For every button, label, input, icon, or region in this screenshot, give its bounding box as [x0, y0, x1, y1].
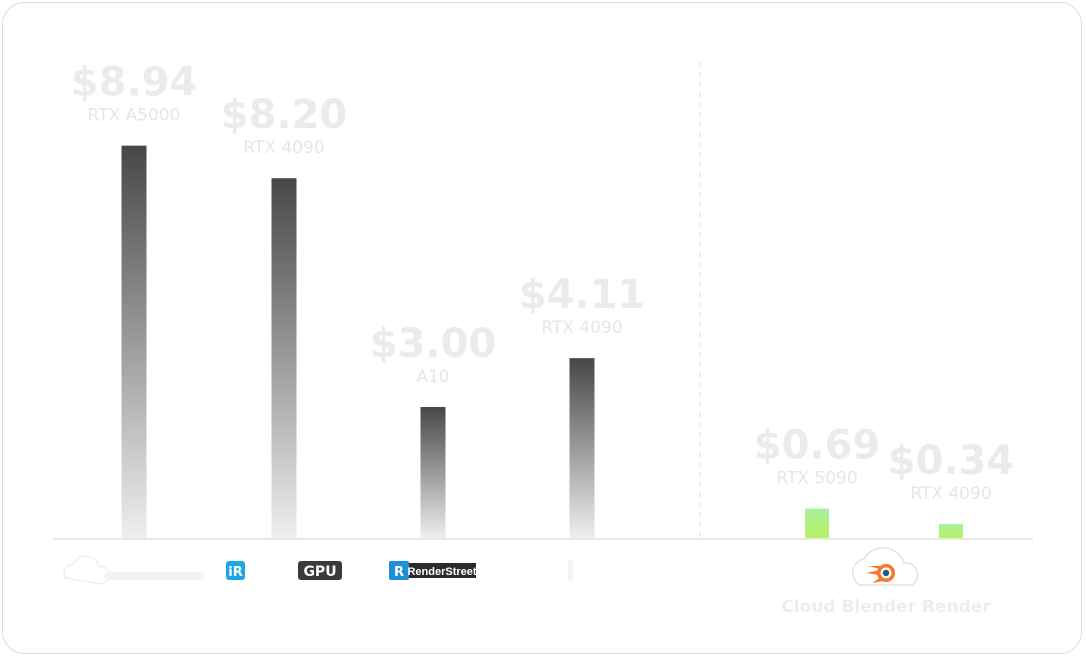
bar-4 — [569, 358, 595, 539]
bar-6 — [939, 524, 963, 539]
bar-4-gpu-label: RTX 4090 — [541, 318, 622, 338]
cloud-outline-icon — [63, 555, 110, 585]
bar-5-gpu-label: RTX 5090 — [776, 469, 857, 489]
bar-3 — [420, 407, 446, 539]
bar-1 — [121, 145, 147, 539]
bar-3-gpu-label: A10 — [416, 367, 449, 387]
faint-logo-mark — [568, 559, 573, 581]
bar-2-gpu-label: RTX 4090 — [243, 138, 324, 158]
bar-6-price-label: $0.34 — [888, 438, 1015, 484]
ir-logo-mark: iR — [228, 565, 242, 580]
logo-provider-2: iR — [226, 561, 245, 580]
cloud-blender-render-logo: Cloud Blender Render — [781, 547, 991, 617]
bar-3-price-label: $3.00 — [370, 321, 497, 367]
gpu-logo-text: GPU — [303, 564, 336, 580]
renderstreet-logo-mark: R — [394, 565, 404, 580]
cloud-blender-render-name: Cloud Blender Render — [781, 597, 991, 617]
ir-logo-icon — [226, 561, 245, 580]
logo-provider-4: R RenderStreet — [389, 561, 477, 580]
logo-provider-5 — [568, 559, 573, 581]
bar-2-price-label: $8.20 — [221, 92, 348, 138]
logo-provider-1 — [63, 555, 204, 585]
bar-6-gpu-label: RTX 4090 — [910, 484, 991, 504]
bar-5-price-label: $0.69 — [754, 423, 881, 469]
logo-provider-3: GPU — [298, 561, 342, 580]
gpu-logo-icon — [298, 561, 342, 580]
bar-2 — [271, 178, 297, 539]
renderstreet-logo-icon — [389, 561, 409, 580]
blender-icon — [866, 564, 895, 583]
bar-4-price-label: $4.11 — [519, 272, 646, 318]
renderstreet-logo-text: RenderStreet — [407, 566, 476, 578]
logo-wordmark-bar — [104, 572, 204, 580]
renderstreet-logo-bar — [409, 563, 476, 578]
bar-1-gpu-label: RTX A5000 — [88, 106, 181, 126]
bar-5 — [805, 508, 829, 539]
bar-1-price-label: $8.94 — [71, 60, 198, 106]
